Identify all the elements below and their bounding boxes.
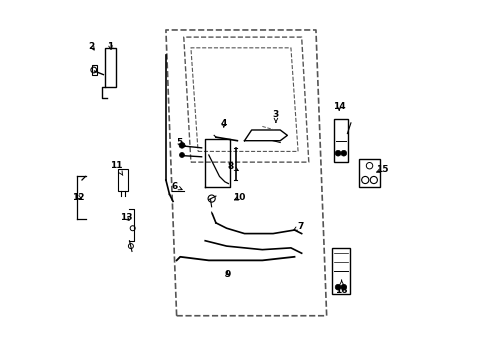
Text: 4: 4 (220, 119, 226, 128)
Circle shape (340, 150, 346, 156)
Text: 9: 9 (224, 270, 230, 279)
Text: 7: 7 (293, 222, 304, 231)
Text: 15: 15 (375, 166, 387, 175)
Text: 8: 8 (227, 162, 238, 171)
Text: 6: 6 (171, 182, 182, 191)
Circle shape (335, 150, 340, 156)
Text: 13: 13 (120, 213, 132, 222)
Circle shape (179, 143, 184, 148)
Text: 14: 14 (332, 102, 345, 111)
Text: 16: 16 (335, 280, 347, 294)
Text: 3: 3 (272, 111, 279, 122)
Circle shape (340, 284, 346, 290)
Text: 2: 2 (88, 41, 95, 50)
Text: 12: 12 (72, 193, 84, 202)
Text: 5: 5 (176, 138, 185, 147)
Text: 1: 1 (107, 41, 113, 50)
Text: 10: 10 (232, 193, 245, 202)
Text: 11: 11 (110, 161, 122, 175)
Circle shape (335, 284, 340, 290)
Circle shape (179, 153, 184, 157)
